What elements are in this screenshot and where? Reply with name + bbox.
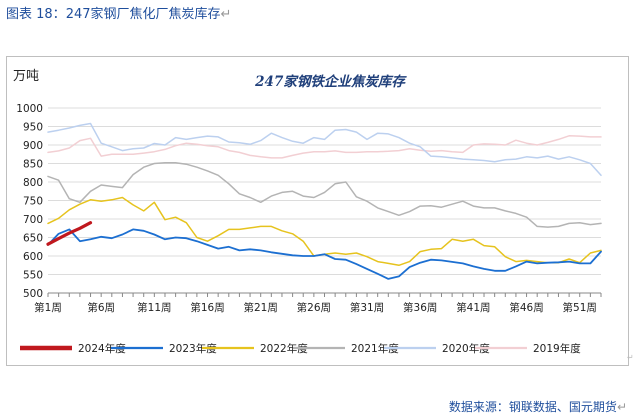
x-tick-label: 第41周 <box>456 301 490 314</box>
legend-label: 2023年度 <box>169 342 217 355</box>
y-tick-label: 700 <box>23 214 43 226</box>
y-tick-label: 600 <box>23 251 43 263</box>
series-lines <box>46 122 602 280</box>
source-text: 数据来源：钢联数据、国元期货 <box>448 400 617 414</box>
grid-lines <box>48 107 601 275</box>
x-tick-label: 第31周 <box>350 301 384 314</box>
y-tick-label: 900 <box>23 140 43 152</box>
legend-label: 2024年度 <box>78 342 126 355</box>
x-tick-label: 第21周 <box>244 301 278 314</box>
y-tick-label: 650 <box>23 233 43 245</box>
y-axis: 500 550 600 650 700 750 800 850 900 950 1000 <box>16 103 43 300</box>
chart-frame <box>6 56 629 366</box>
y-tick-label: 850 <box>23 159 43 171</box>
caption-prefix: 图表 18： <box>6 7 66 22</box>
y-tick-label: 800 <box>23 177 43 189</box>
series-line-2023年度 <box>47 228 602 280</box>
legend: 2024年度 2023年度 2022年度 2021年度 2020年度 2019年度 <box>20 342 581 355</box>
caption-text: 247家钢厂焦化厂焦炭库存 <box>65 7 221 22</box>
side-return-mark: ↵ <box>627 353 634 362</box>
series-line-2020年度 <box>47 122 602 177</box>
series-line-2021年度 <box>47 162 602 228</box>
x-tick-label: 第46周 <box>509 301 543 314</box>
chart-title: 247家钢铁企业焦炭库存 <box>254 74 407 90</box>
x-tick-label: 第1周 <box>34 301 62 314</box>
source-return-mark: ↵ <box>616 400 627 414</box>
y-tick-label: 750 <box>23 196 43 208</box>
y-tick-label: 500 <box>23 288 43 300</box>
y-unit-label: 万吨 <box>13 69 39 84</box>
y-tick-label: 550 <box>23 270 43 282</box>
x-tick-label: 第16周 <box>190 301 224 314</box>
x-tick-label: 第51周 <box>563 301 597 314</box>
figure-caption: 图表 18：247家钢厂焦化厂焦炭库存↵ <box>6 3 231 22</box>
x-tick-label: 第6周 <box>87 301 115 314</box>
legend-label: 2020年度 <box>442 342 490 355</box>
legend-label: 2021年度 <box>351 342 399 355</box>
series-line-2019年度 <box>47 135 602 159</box>
x-axis: 第1周 第6周 第11周 第16周 第21周 第26周 第31周 第36周 第41周 第46周 第5… <box>34 292 602 314</box>
y-tick-label: 950 <box>23 122 43 134</box>
caption-return-mark: ↵ <box>220 7 232 22</box>
legend-label: 2019年度 <box>533 342 581 355</box>
y-tick-label: 1000 <box>16 103 43 115</box>
x-tick-label: 第36周 <box>403 301 437 314</box>
x-tick-label: 第11周 <box>137 301 171 314</box>
legend-label: 2022年度 <box>260 342 308 355</box>
series-line-2024年度 <box>46 221 93 246</box>
x-tick-label: 第26周 <box>297 301 331 314</box>
source-note: 数据来源：钢联数据、国元期货↵ <box>449 398 627 415</box>
